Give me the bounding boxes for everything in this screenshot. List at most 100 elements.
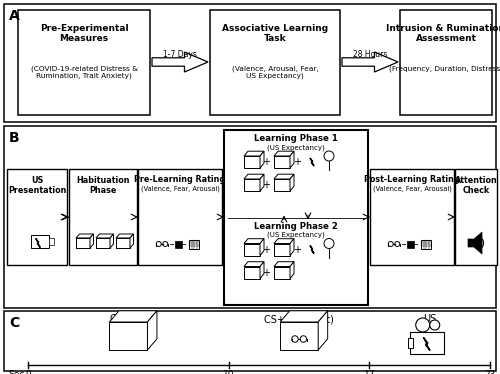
Polygon shape <box>260 262 264 279</box>
Bar <box>210 10 340 115</box>
Text: Attention
Check: Attention Check <box>454 176 498 195</box>
Circle shape <box>292 336 298 342</box>
Text: Pre-Learning Rating: Pre-Learning Rating <box>134 175 226 184</box>
Bar <box>370 169 454 265</box>
Text: C: C <box>9 316 19 330</box>
Polygon shape <box>318 311 328 350</box>
Text: (Valence, Fear, Arousal): (Valence, Fear, Arousal) <box>372 185 452 191</box>
Bar <box>4 4 496 122</box>
Text: Sec: Sec <box>8 370 25 374</box>
Polygon shape <box>116 234 134 238</box>
Text: +: + <box>293 245 301 254</box>
Bar <box>69 169 137 265</box>
Text: 23: 23 <box>484 370 496 374</box>
Bar <box>400 10 492 115</box>
Text: +: + <box>262 157 270 167</box>
Bar <box>76 238 90 248</box>
Bar <box>7 169 67 265</box>
Circle shape <box>324 151 334 161</box>
Bar <box>244 267 260 279</box>
Text: +: + <box>262 245 270 254</box>
Polygon shape <box>342 52 398 72</box>
Text: CS+ (Context): CS+ (Context) <box>264 314 334 324</box>
Text: 17: 17 <box>364 370 375 374</box>
Bar <box>116 238 130 248</box>
Bar <box>189 239 199 248</box>
Polygon shape <box>274 151 294 156</box>
Bar <box>31 235 49 248</box>
Circle shape <box>416 318 430 332</box>
Text: Context: Context <box>110 314 148 324</box>
Polygon shape <box>130 234 134 248</box>
Polygon shape <box>244 239 264 243</box>
Circle shape <box>324 239 334 248</box>
Text: US: US <box>423 314 436 324</box>
Polygon shape <box>274 262 294 267</box>
Text: (Valence, Fear, Arousal): (Valence, Fear, Arousal) <box>140 185 220 191</box>
Polygon shape <box>244 262 264 267</box>
Text: (US Expectancy): (US Expectancy) <box>267 144 325 150</box>
Text: +: + <box>262 180 270 190</box>
Bar <box>244 179 260 191</box>
Circle shape <box>395 242 400 246</box>
Polygon shape <box>290 239 294 255</box>
Polygon shape <box>260 239 264 255</box>
Polygon shape <box>468 232 482 254</box>
Text: 10: 10 <box>223 370 234 374</box>
Polygon shape <box>310 245 314 254</box>
Circle shape <box>163 242 168 246</box>
Polygon shape <box>260 151 264 168</box>
Text: (Valence, Arousal, Fear,
US Expectancy): (Valence, Arousal, Fear, US Expectancy) <box>232 65 318 79</box>
Text: +: + <box>293 157 301 167</box>
Bar <box>110 322 148 350</box>
Polygon shape <box>280 311 328 322</box>
Polygon shape <box>290 262 294 279</box>
Text: 0: 0 <box>25 370 31 374</box>
Bar <box>406 240 414 248</box>
Bar <box>244 156 260 168</box>
Bar <box>455 169 497 265</box>
Text: 28 Hours: 28 Hours <box>353 50 387 59</box>
Polygon shape <box>148 311 157 350</box>
Text: Intrusion & Rumination
Assessment: Intrusion & Rumination Assessment <box>386 24 500 43</box>
Bar <box>224 130 368 305</box>
Polygon shape <box>260 174 264 191</box>
Text: (Frequency, Duration, Distress): (Frequency, Duration, Distress) <box>389 65 500 71</box>
Polygon shape <box>76 234 94 238</box>
Circle shape <box>300 336 306 342</box>
Bar <box>49 238 54 245</box>
Bar <box>274 267 290 279</box>
Polygon shape <box>36 239 40 248</box>
Polygon shape <box>152 52 208 72</box>
Text: US
Presentation: US Presentation <box>8 176 66 195</box>
Text: Post-Learning Rating: Post-Learning Rating <box>364 175 460 184</box>
Text: Habituation
Phase: Habituation Phase <box>76 176 130 195</box>
Polygon shape <box>290 151 294 168</box>
Polygon shape <box>244 151 264 156</box>
Bar <box>4 311 496 371</box>
Polygon shape <box>110 234 114 248</box>
Bar <box>408 338 412 348</box>
Bar <box>274 156 290 168</box>
Polygon shape <box>90 234 94 248</box>
Polygon shape <box>290 174 294 191</box>
Text: (US Expectancy): (US Expectancy) <box>267 232 325 238</box>
Bar <box>138 169 222 265</box>
Text: Learning Phase 2: Learning Phase 2 <box>254 221 338 230</box>
Circle shape <box>388 242 393 246</box>
Polygon shape <box>110 311 157 322</box>
Polygon shape <box>310 158 314 166</box>
Bar <box>410 332 444 354</box>
Text: Learning Phase 1: Learning Phase 1 <box>254 134 338 143</box>
Polygon shape <box>424 337 430 350</box>
Text: B: B <box>9 131 20 145</box>
Text: 1-7 Days: 1-7 Days <box>163 50 197 59</box>
Circle shape <box>156 242 161 246</box>
Polygon shape <box>274 174 294 179</box>
Polygon shape <box>96 234 114 238</box>
Bar <box>421 239 431 248</box>
Text: (COVID-19-related Distress &
Rumination, Trait Anxiety): (COVID-19-related Distress & Rumination,… <box>30 65 138 79</box>
Bar <box>280 322 318 350</box>
Polygon shape <box>244 174 264 179</box>
Bar <box>4 126 496 308</box>
